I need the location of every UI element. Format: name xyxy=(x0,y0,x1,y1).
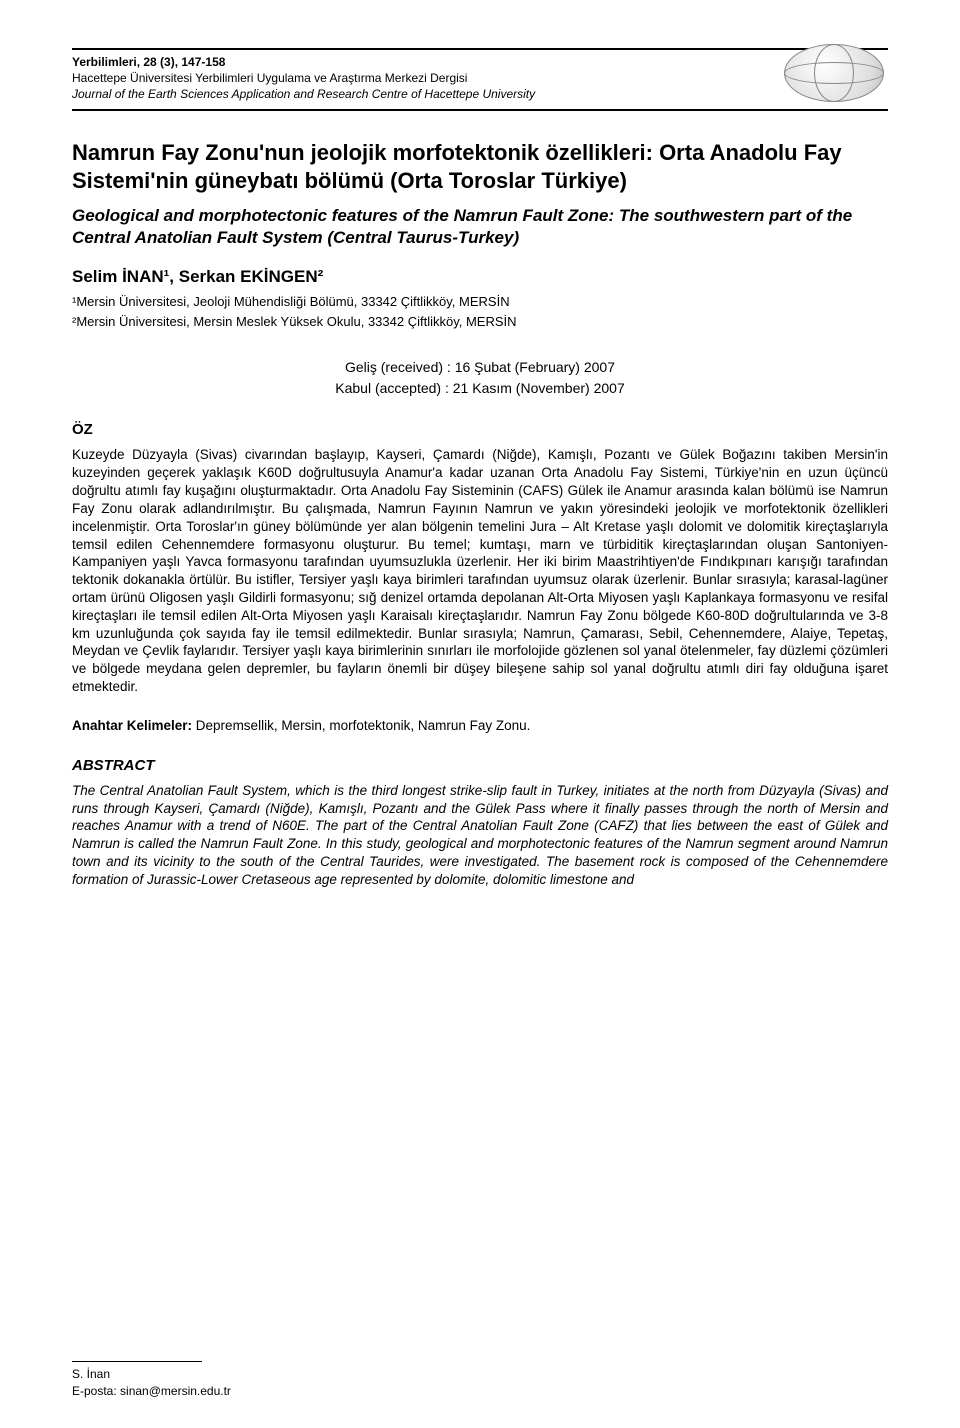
authors: Selim İNAN¹, Serkan EKİNGEN² xyxy=(72,267,888,287)
received-value: 16 Şubat (February) 2007 xyxy=(455,359,615,375)
oz-body: Kuzeyde Düzyayla (Sivas) civarından başl… xyxy=(72,446,888,695)
corresponding-author-name: S. İnan xyxy=(72,1366,231,1383)
affiliation-2: ²Mersin Üniversitesi, Mersin Meslek Yüks… xyxy=(72,313,888,331)
keywords-line: Anahtar Kelimeler: Depremsellik, Mersin,… xyxy=(72,718,888,733)
corresponding-author-email: sinan@mersin.edu.tr xyxy=(120,1384,231,1398)
journal-header: Yerbilimleri, 28 (3), 147-158 Hacettepe … xyxy=(72,48,888,111)
footer-rule xyxy=(72,1361,202,1362)
corresponding-author: S. İnan E-posta: sinan@mersin.edu.tr xyxy=(72,1361,231,1400)
abstract-body: The Central Anatolian Fault System, whic… xyxy=(72,782,888,889)
journal-header-text: Yerbilimleri, 28 (3), 147-158 Hacettepe … xyxy=(72,54,888,103)
keywords-label: Anahtar Kelimeler: xyxy=(72,718,196,733)
received-colon: : xyxy=(443,359,455,375)
received-label: Geliş (received) xyxy=(345,359,443,375)
affiliation-1: ¹Mersin Üniversitesi, Jeoloji Mühendisli… xyxy=(72,293,888,311)
journal-name-en: Journal of the Earth Sciences Applicatio… xyxy=(72,86,888,102)
accepted-label: Kabul (accepted) xyxy=(335,380,441,396)
abstract-heading: ABSTRACT xyxy=(72,757,888,774)
email-label: E-posta: xyxy=(72,1384,120,1398)
accepted-colon: : xyxy=(441,380,453,396)
article-title-tr: Namrun Fay Zonu'nun jeolojik morfotekton… xyxy=(72,139,888,195)
article-title-en: Geological and morphotectonic features o… xyxy=(72,205,888,249)
accepted-value: 21 Kasım (November) 2007 xyxy=(453,380,625,396)
article-dates: Geliş (received) : 16 Şubat (February) 2… xyxy=(72,357,888,399)
journal-name-tr: Hacettepe Üniversitesi Yerbilimleri Uygu… xyxy=(72,70,888,86)
journal-logo-icon xyxy=(778,38,888,106)
journal-citation: Yerbilimleri, 28 (3), 147-158 xyxy=(72,54,888,70)
keywords-value: Depremsellik, Mersin, morfotektonik, Nam… xyxy=(196,718,531,733)
oz-heading: ÖZ xyxy=(72,421,888,438)
